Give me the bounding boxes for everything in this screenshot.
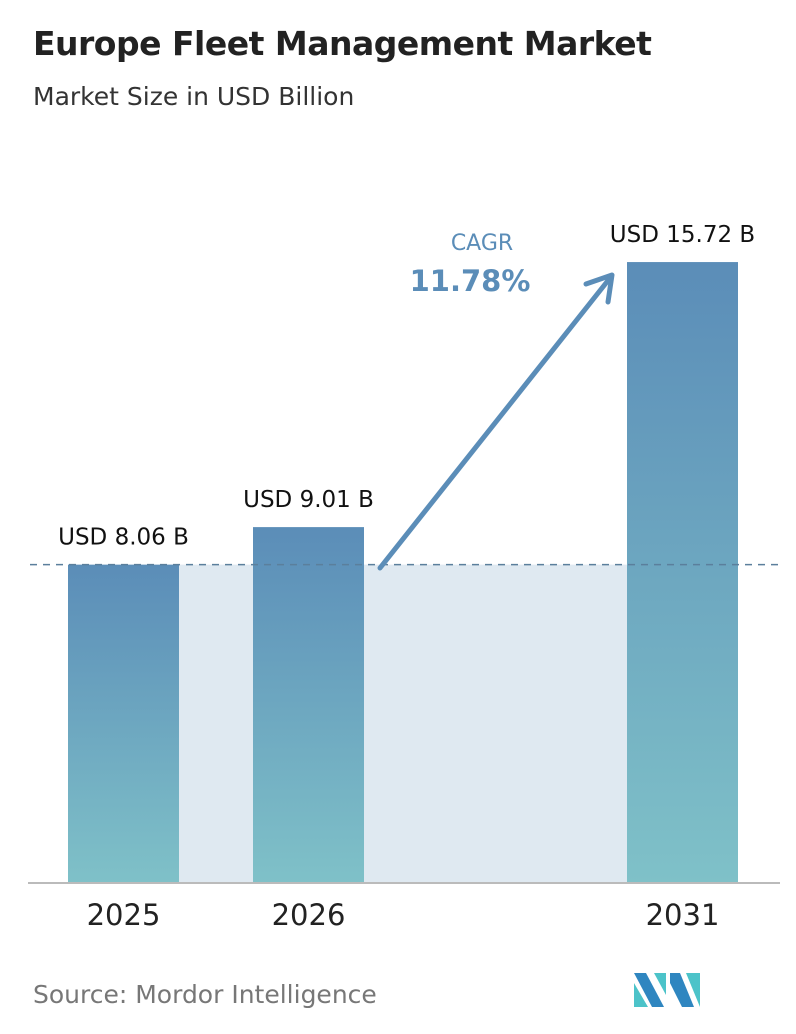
bar-2025 [68, 564, 179, 883]
chart-subtitle: Market Size in USD Billion [33, 82, 355, 111]
shaded-region [179, 564, 627, 883]
cagr-arrowhead [583, 272, 615, 305]
x-tick-2026: 2026 [272, 898, 346, 932]
chart-plot: USD 8.06 B 2025 USD 9.01 B 2026 USD 15.72 B 2… [28, 222, 780, 932]
chart-title: Europe Fleet Management Market [33, 24, 652, 63]
bar-2031 [627, 262, 738, 883]
cagr-value: 11.78% [410, 264, 531, 298]
x-tick-2031: 2031 [646, 898, 720, 932]
data-label-2025: USD 8.06 B [58, 525, 189, 551]
source-text: Source: Mordor Intelligence [33, 980, 377, 1009]
cagr-arrow [377, 275, 613, 571]
x-tick-2025: 2025 [87, 898, 161, 932]
mordor-logo [634, 973, 700, 1007]
data-label-2031: USD 15.72 B [610, 222, 755, 248]
bar-2026 [253, 527, 364, 883]
cagr-label: CAGR [451, 231, 513, 256]
data-label-2026: USD 9.01 B [243, 487, 374, 513]
